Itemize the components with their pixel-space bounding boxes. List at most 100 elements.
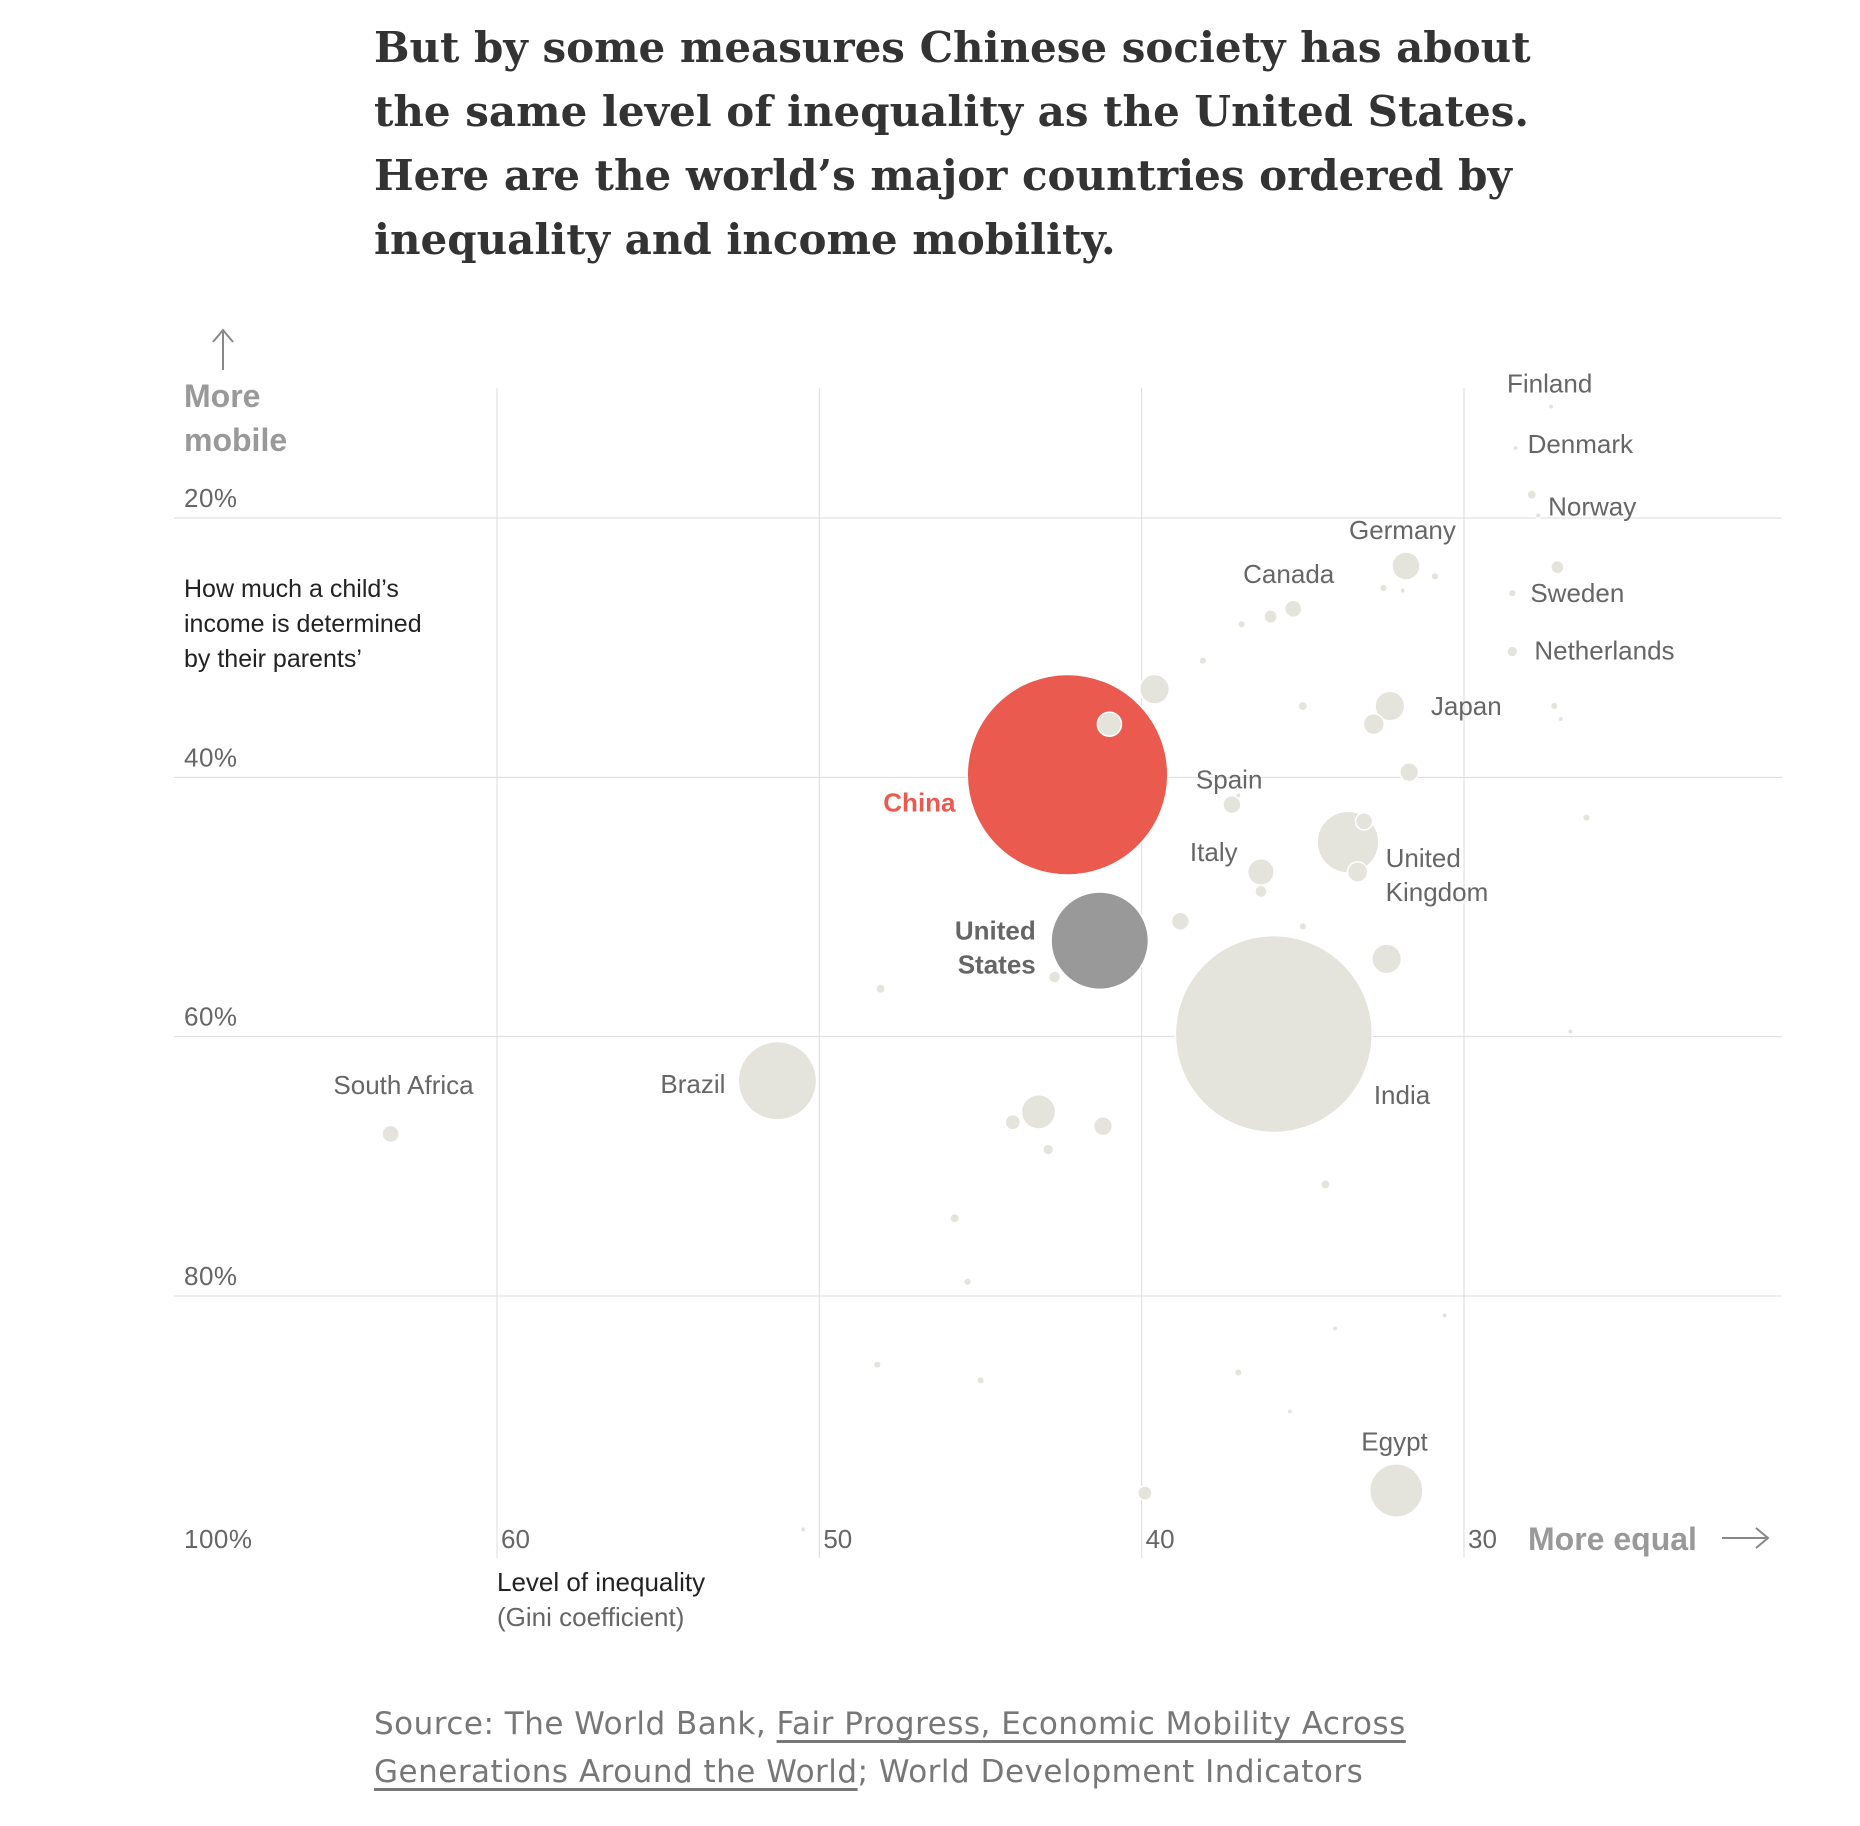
point — [1042, 1143, 1055, 1156]
x-tick-label: 30 — [1468, 1524, 1497, 1554]
point — [1354, 812, 1374, 831]
point — [975, 1375, 986, 1385]
point-spain — [1222, 794, 1242, 815]
point — [1526, 489, 1538, 501]
label-finland: Finland — [1507, 368, 1592, 398]
point — [1170, 911, 1191, 931]
point — [1331, 1324, 1339, 1332]
y-tick-label: 100% — [184, 1524, 253, 1554]
point — [1047, 970, 1062, 984]
point — [1198, 656, 1208, 666]
label-japan: Japan — [1431, 691, 1502, 721]
label-spain: Spain — [1196, 765, 1263, 795]
y-tick-label: 40% — [184, 742, 238, 772]
x-tick-label: 40 — [1146, 1524, 1175, 1554]
point-china — [966, 673, 1169, 876]
y-direction-label: More — [184, 378, 260, 414]
axis-ticks: 20% 40% 60% 80% 100% 60 50 40 30 — [184, 483, 1497, 1554]
point-egypt — [1368, 1463, 1424, 1518]
point-japan — [1374, 690, 1406, 722]
point-denmark — [1512, 444, 1520, 452]
axis-labels: More mobile How much a child’s income is de… — [184, 328, 1770, 1632]
point-norway — [1534, 511, 1542, 519]
source-report-link[interactable]: Fair Progress, Economic Mobility Across … — [374, 1706, 1406, 1790]
point — [872, 1360, 882, 1370]
point — [1233, 1367, 1243, 1378]
point — [1096, 711, 1123, 737]
point-germany — [1391, 551, 1421, 581]
point — [1234, 792, 1242, 799]
point-finland — [1547, 403, 1555, 410]
y-tick-label: 60% — [184, 1002, 238, 1032]
label-netherlands: Netherlands — [1534, 636, 1674, 666]
label-italy: Italy — [1190, 837, 1238, 867]
point-netherlands — [1506, 645, 1519, 658]
point — [1319, 1179, 1331, 1190]
data-points — [381, 403, 1592, 1533]
point — [1399, 762, 1420, 783]
point-labels: Finland Denmark Norway Sweden Germany Canada N… — [333, 368, 1674, 1456]
point — [1371, 943, 1403, 975]
label-united-kingdom: United Kingdom — [1386, 843, 1489, 907]
label-sweden: Sweden — [1530, 578, 1624, 608]
right-arrow-head-icon — [1755, 1527, 1770, 1549]
point — [1549, 701, 1559, 711]
point — [799, 1525, 807, 1533]
point — [1441, 1312, 1449, 1319]
point — [875, 983, 887, 995]
x-tick-label: 60 — [501, 1524, 530, 1554]
point-brazil — [737, 1040, 818, 1121]
point — [1136, 1485, 1153, 1501]
point — [1139, 673, 1171, 705]
up-arrow-head-icon — [212, 328, 234, 343]
label-china: China — [883, 788, 956, 818]
x-tick-label: 50 — [823, 1524, 852, 1554]
point-canada — [1283, 599, 1303, 619]
point-south-africa — [381, 1124, 400, 1144]
point-india — [1174, 934, 1374, 1134]
source-prefix: Source: The World Bank, — [374, 1706, 777, 1742]
point — [1399, 587, 1407, 595]
y-direction-label: mobile — [184, 422, 287, 458]
label-india: India — [1374, 1080, 1431, 1110]
y-axis-label: How much a child’s — [184, 575, 399, 603]
label-germany: Germany — [1349, 515, 1456, 545]
point — [1004, 1113, 1022, 1131]
y-axis-label: income is determined — [184, 610, 422, 638]
point — [1298, 921, 1308, 932]
point — [1092, 1116, 1114, 1137]
y-tick-label: 80% — [184, 1261, 238, 1291]
point — [949, 1212, 961, 1224]
point — [1020, 1094, 1057, 1130]
y-axis-label: by their parents’ — [184, 645, 362, 673]
point — [1254, 884, 1268, 899]
point — [1581, 812, 1592, 823]
point — [1297, 700, 1309, 712]
point-united-states — [1050, 891, 1150, 991]
y-tick-label: 20% — [184, 483, 238, 513]
label-denmark: Denmark — [1528, 429, 1634, 459]
label-south-africa: South Africa — [333, 1070, 474, 1100]
label-norway: Norway — [1548, 491, 1636, 521]
point — [1286, 1407, 1294, 1415]
x-direction-label: More equal — [1528, 1521, 1697, 1557]
point — [1237, 619, 1247, 629]
point — [1378, 583, 1388, 593]
point — [1362, 712, 1385, 736]
label-canada: Canada — [1243, 559, 1335, 589]
point-sweden — [1507, 588, 1517, 598]
point — [1430, 571, 1440, 581]
point-italy — [1246, 858, 1275, 886]
point — [1557, 715, 1565, 723]
source-note: Source: The World Bank, Fair Progress, E… — [374, 1700, 1574, 1796]
source-suffix: ; World Development Indicators — [857, 1754, 1364, 1790]
label-egypt: Egypt — [1361, 1427, 1428, 1457]
point — [963, 1277, 973, 1287]
point — [1566, 1028, 1574, 1035]
label-united-states: United States — [955, 916, 1036, 980]
point-united-kingdom — [1346, 861, 1369, 883]
scatter-chart: 20% 40% 60% 80% 100% 60 50 40 30 Finland Denmark N… — [174, 328, 1782, 1632]
headline: But by some measures Chinese society has… — [374, 23, 1531, 264]
label-brazil: Brazil — [660, 1069, 725, 1099]
point — [1263, 609, 1278, 624]
